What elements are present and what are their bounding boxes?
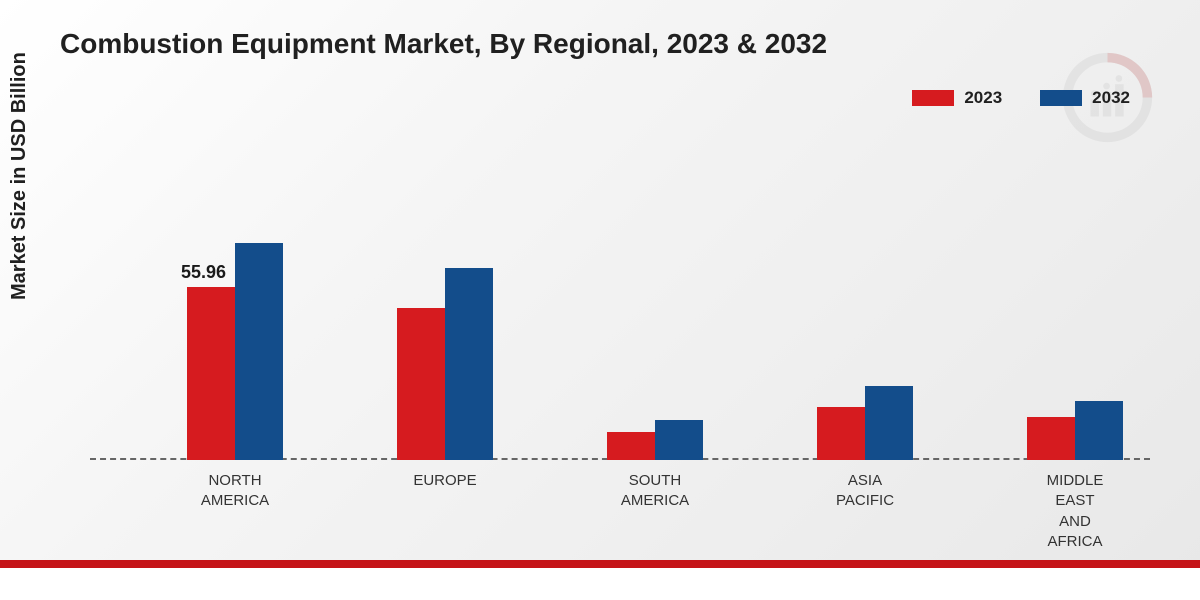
x-axis-category-label: EUROPE [375, 471, 515, 491]
bar-group [817, 386, 913, 460]
legend-label-2032: 2032 [1092, 88, 1130, 108]
x-axis-category-label: ASIAPACIFIC [795, 471, 935, 512]
footer-band [0, 568, 1200, 600]
x-axis-category-label: MIDDLEEASTANDAFRICA [1005, 471, 1145, 552]
bar [235, 243, 283, 460]
legend-label-2023: 2023 [964, 88, 1002, 108]
bar [397, 308, 445, 460]
legend-swatch-2023 [912, 90, 954, 106]
bar-group [1027, 401, 1123, 460]
x-axis-labels: NORTHAMERICA EUROPE SOUTHAMERICA ASIAPACIFI… [90, 465, 1150, 555]
legend-item-2032: 2032 [1040, 88, 1130, 108]
bar [1075, 401, 1123, 460]
legend-swatch-2032 [1040, 90, 1082, 106]
legend: 2023 2032 [912, 88, 1130, 108]
bar [445, 268, 493, 460]
bar-value-label: 55.96 [181, 262, 226, 283]
legend-item-2023: 2023 [912, 88, 1002, 108]
bar [817, 407, 865, 460]
bar [1027, 417, 1075, 460]
footer-accent-line [0, 560, 1200, 568]
x-axis-category-label: SOUTHAMERICA [585, 471, 725, 512]
bar-group [397, 268, 493, 460]
bar-group [607, 420, 703, 460]
bar [187, 287, 235, 460]
plot-area: 55.96 [90, 150, 1150, 460]
x-axis-category-label: NORTHAMERICA [165, 471, 305, 512]
bar [865, 386, 913, 460]
chart-title: Combustion Equipment Market, By Regional… [60, 28, 827, 60]
bar [607, 432, 655, 460]
bar [655, 420, 703, 460]
y-axis-label: Market Size in USD Billion [8, 52, 31, 300]
